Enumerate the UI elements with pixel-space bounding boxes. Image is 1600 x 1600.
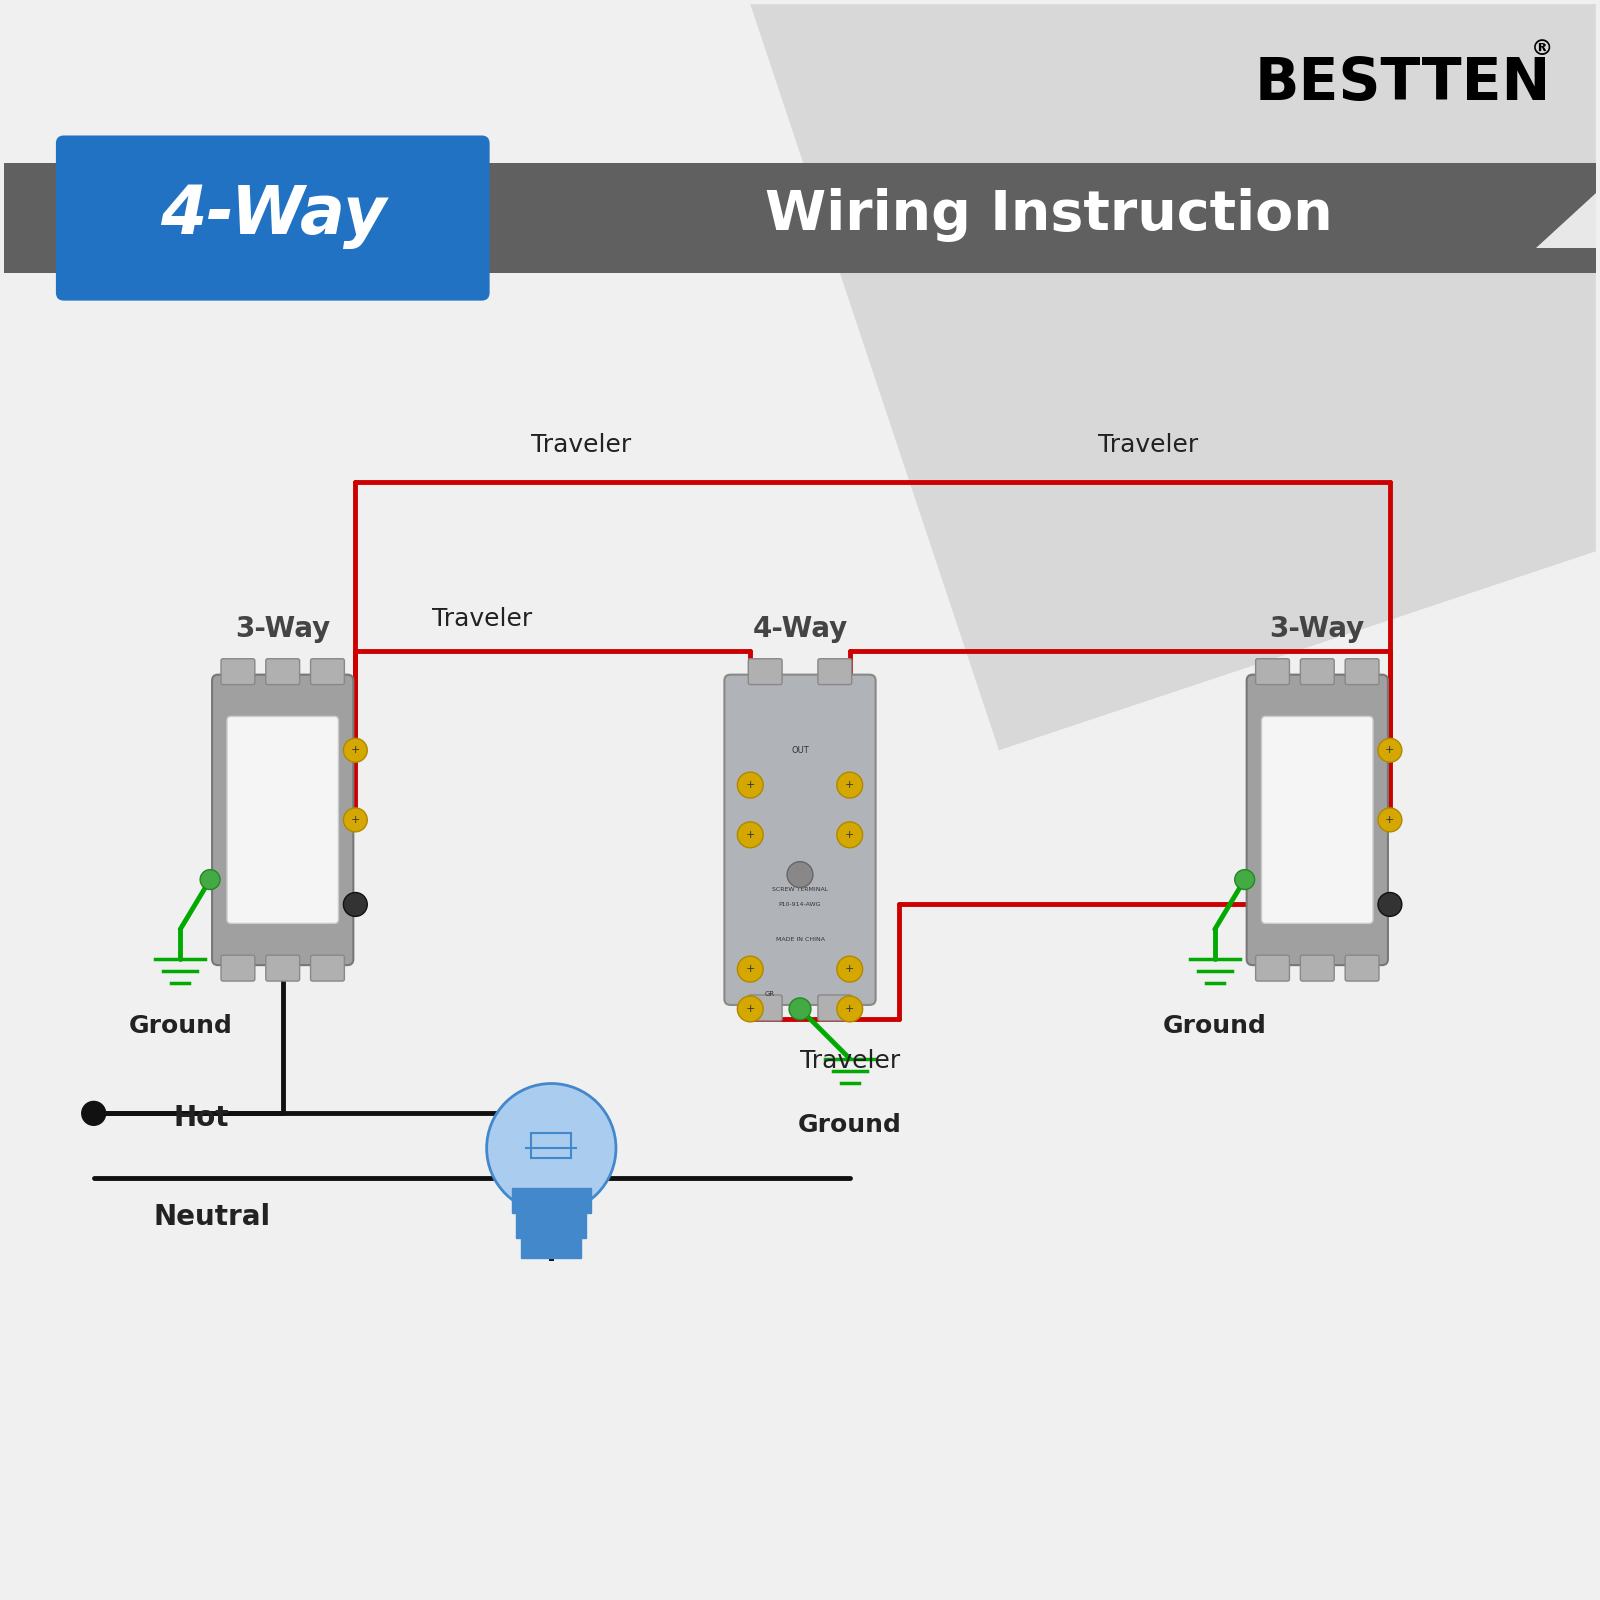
Bar [512, 1187, 590, 1213]
FancyBboxPatch shape [1261, 717, 1373, 923]
Circle shape [787, 862, 813, 888]
Text: 4-Way: 4-Way [752, 614, 848, 643]
Circle shape [82, 1101, 106, 1125]
FancyBboxPatch shape [749, 995, 782, 1021]
Text: Traveler: Traveler [432, 606, 531, 630]
Circle shape [738, 822, 763, 848]
FancyBboxPatch shape [818, 659, 851, 685]
Circle shape [837, 995, 862, 1022]
Circle shape [1378, 893, 1402, 917]
Text: Ground: Ground [798, 1114, 902, 1138]
Text: Neutral: Neutral [154, 1203, 270, 1230]
Circle shape [344, 893, 368, 917]
Text: +: + [746, 830, 755, 840]
Text: +: + [845, 1003, 854, 1014]
Text: Ground: Ground [1163, 1014, 1267, 1038]
FancyBboxPatch shape [1246, 675, 1387, 965]
FancyBboxPatch shape [818, 995, 851, 1021]
Text: +: + [746, 965, 755, 974]
Polygon shape [1536, 194, 1595, 248]
Circle shape [344, 738, 368, 762]
Circle shape [789, 998, 811, 1019]
FancyBboxPatch shape [227, 717, 339, 923]
FancyBboxPatch shape [266, 659, 299, 685]
Circle shape [738, 995, 763, 1022]
Text: Traveler: Traveler [531, 432, 632, 456]
Text: +: + [845, 830, 854, 840]
Text: ®: ® [1531, 38, 1554, 59]
FancyBboxPatch shape [1256, 955, 1290, 981]
FancyBboxPatch shape [1346, 955, 1379, 981]
Text: Traveler: Traveler [800, 1048, 899, 1072]
Text: +: + [845, 965, 854, 974]
Text: 4-Way: 4-Way [160, 182, 386, 250]
Text: Traveler: Traveler [1098, 432, 1198, 456]
Text: 3-Way: 3-Way [1270, 614, 1365, 643]
FancyBboxPatch shape [56, 136, 490, 301]
FancyBboxPatch shape [221, 955, 254, 981]
FancyBboxPatch shape [725, 675, 875, 1005]
Circle shape [1378, 738, 1402, 762]
Bar [522, 1235, 581, 1258]
FancyBboxPatch shape [310, 955, 344, 981]
FancyBboxPatch shape [310, 659, 344, 685]
Text: P10-914-AWG: P10-914-AWG [779, 902, 821, 907]
Text: SCREW TERMINAL: SCREW TERMINAL [771, 886, 829, 893]
Circle shape [1235, 870, 1254, 890]
Circle shape [738, 773, 763, 798]
FancyBboxPatch shape [1346, 659, 1379, 685]
FancyBboxPatch shape [1256, 659, 1290, 685]
Circle shape [837, 773, 862, 798]
Circle shape [837, 957, 862, 982]
Text: Ground: Ground [128, 1014, 232, 1038]
FancyBboxPatch shape [749, 659, 782, 685]
Text: +: + [746, 1003, 755, 1014]
Circle shape [200, 870, 221, 890]
Text: +: + [350, 746, 360, 755]
Circle shape [1378, 808, 1402, 832]
Text: +: + [1386, 814, 1395, 826]
FancyBboxPatch shape [1301, 955, 1334, 981]
Text: BESTTEN: BESTTEN [1254, 56, 1550, 112]
FancyBboxPatch shape [266, 955, 299, 981]
Text: +: + [1386, 746, 1395, 755]
Text: +: + [350, 814, 360, 826]
FancyBboxPatch shape [213, 675, 354, 965]
Circle shape [486, 1083, 616, 1213]
FancyBboxPatch shape [221, 659, 254, 685]
FancyBboxPatch shape [5, 163, 1595, 272]
Text: GR: GR [765, 990, 776, 997]
Circle shape [738, 957, 763, 982]
FancyBboxPatch shape [1301, 659, 1334, 685]
Text: Wiring Instruction: Wiring Instruction [765, 189, 1333, 242]
Text: OUT: OUT [790, 746, 810, 755]
Circle shape [344, 808, 368, 832]
Circle shape [837, 822, 862, 848]
Text: +: + [746, 781, 755, 790]
Polygon shape [750, 5, 1595, 750]
Bar [517, 1213, 586, 1238]
Text: Hot: Hot [173, 1104, 229, 1133]
Text: MADE IN CHINA: MADE IN CHINA [776, 936, 824, 942]
Text: +: + [845, 781, 854, 790]
Text: 3-Way: 3-Way [235, 614, 330, 643]
